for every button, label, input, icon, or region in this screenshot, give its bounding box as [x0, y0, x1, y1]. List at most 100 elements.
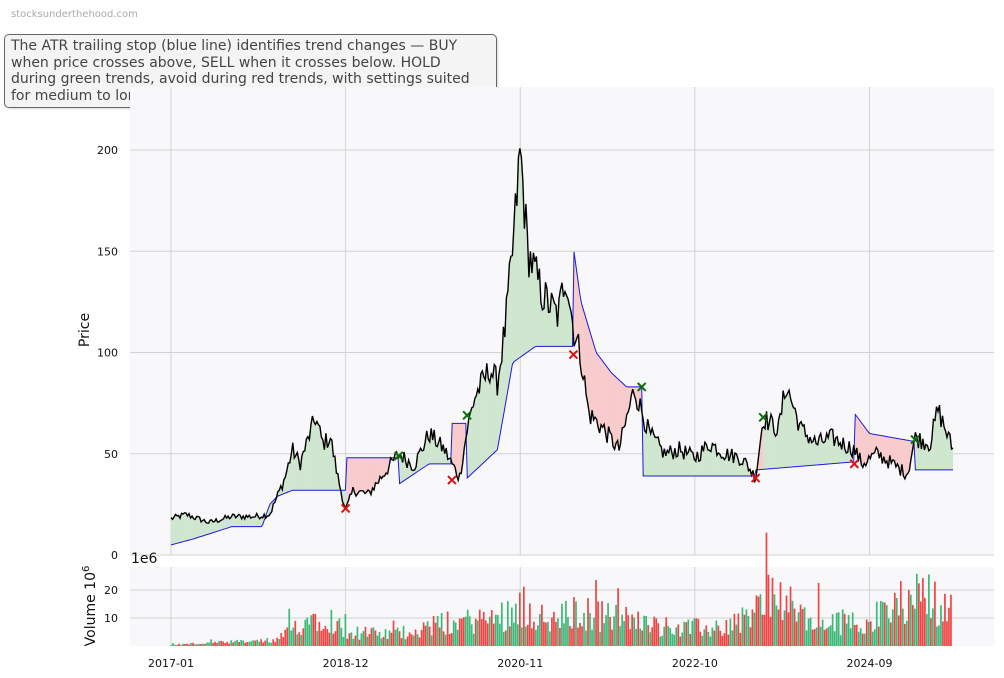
bull-fill	[178, 514, 181, 544]
bull-fill	[790, 398, 793, 468]
volume-bar	[348, 633, 351, 646]
volume-bar	[518, 592, 521, 646]
price-y-tick-label: 0	[111, 549, 118, 562]
volume-bar	[649, 632, 652, 646]
volume-bar	[396, 627, 399, 646]
bull-fill	[718, 452, 721, 477]
volume-bar	[887, 618, 890, 646]
bull-fill	[303, 450, 306, 491]
bull-fill	[191, 515, 194, 540]
volume-bar	[456, 629, 459, 646]
volume-bar	[942, 621, 944, 646]
bull-fill	[800, 421, 803, 467]
volume-bar	[516, 624, 519, 646]
volume-bar	[464, 616, 467, 646]
volume-bar	[549, 631, 551, 646]
volume-bar	[174, 644, 176, 646]
volume-bar	[320, 630, 323, 646]
bull-fill	[190, 515, 193, 540]
bull-fill	[184, 512, 187, 542]
volume-bar	[877, 626, 880, 646]
volume-bar	[936, 626, 938, 646]
volume-bar	[338, 618, 341, 646]
volume-bar	[214, 641, 216, 646]
volume-bar	[314, 613, 317, 646]
bull-fill	[928, 448, 931, 471]
volume-bar	[492, 623, 495, 646]
volume-bar	[911, 604, 914, 646]
volume-bar	[875, 601, 878, 646]
price-y-tick-label: 50	[104, 448, 118, 461]
volume-bar	[470, 624, 473, 646]
volume-bar	[535, 629, 537, 646]
bull-fill	[650, 428, 653, 477]
volume-bar	[829, 625, 832, 646]
volume-bar	[795, 621, 798, 646]
volume-bar	[468, 616, 471, 646]
volume-bar	[440, 612, 443, 646]
bull-fill	[503, 326, 506, 416]
volume-bar	[591, 629, 593, 646]
volume-bar	[376, 635, 379, 646]
volume-bar	[595, 580, 597, 646]
x-tick-label: 2020-11	[497, 657, 543, 670]
bear-fill	[581, 303, 584, 380]
buy-signal-marker	[462, 410, 472, 420]
volume-bar	[607, 603, 609, 646]
volume-bar	[797, 612, 800, 646]
volume-bar	[510, 607, 513, 646]
bull-fill	[653, 433, 656, 477]
volume-bar	[352, 638, 355, 646]
volume-bar	[374, 630, 377, 646]
bull-fill	[835, 436, 838, 464]
bear-fill	[357, 457, 360, 495]
volume-bar	[873, 629, 876, 646]
bull-fill	[187, 512, 190, 541]
bull-fill	[172, 516, 175, 545]
volume-bar	[182, 643, 184, 646]
volume-bar	[240, 639, 242, 646]
volume-bar	[216, 642, 218, 646]
volume-bar	[867, 621, 870, 646]
volume-bar	[258, 641, 261, 646]
volume-bar	[268, 642, 271, 646]
bear-fill	[862, 423, 865, 468]
bull-fill	[500, 361, 503, 434]
volume-y-tick-label: 10	[104, 612, 118, 625]
bear-fill	[379, 457, 382, 480]
volume-bar	[675, 627, 678, 646]
bear-fill	[382, 457, 385, 477]
bull-fill	[200, 520, 203, 537]
volume-bar	[186, 643, 188, 646]
volume-bar	[597, 601, 599, 646]
bear-fill	[885, 436, 888, 464]
volume-bar	[410, 634, 413, 646]
volume-bar	[893, 592, 896, 646]
volume-bar	[833, 631, 836, 646]
volume-bar	[827, 626, 830, 646]
bear-fill	[871, 433, 874, 454]
volume-bar	[617, 588, 619, 646]
volume-bar	[932, 608, 934, 646]
bull-fill	[175, 513, 178, 544]
volume-bar	[847, 615, 850, 646]
volume-bar	[533, 621, 535, 646]
price-y-tick-label: 100	[97, 347, 118, 360]
bull-fill	[307, 436, 310, 491]
volume-bar	[663, 626, 666, 646]
bull-fill	[779, 413, 782, 469]
bull-fill	[318, 424, 321, 491]
volume-bar	[799, 604, 802, 646]
volume-bar	[721, 635, 724, 646]
bull-fill	[515, 193, 518, 362]
volume-bar	[188, 644, 190, 646]
volume-bar	[360, 633, 363, 646]
bear-fill	[591, 338, 594, 420]
volume-bar	[803, 607, 806, 646]
bear-fill	[381, 457, 384, 480]
bull-fill	[656, 436, 659, 477]
volume-bar	[839, 635, 842, 646]
volume-bar	[426, 621, 429, 646]
volume-bar	[525, 626, 527, 646]
volume-bar	[928, 574, 930, 646]
